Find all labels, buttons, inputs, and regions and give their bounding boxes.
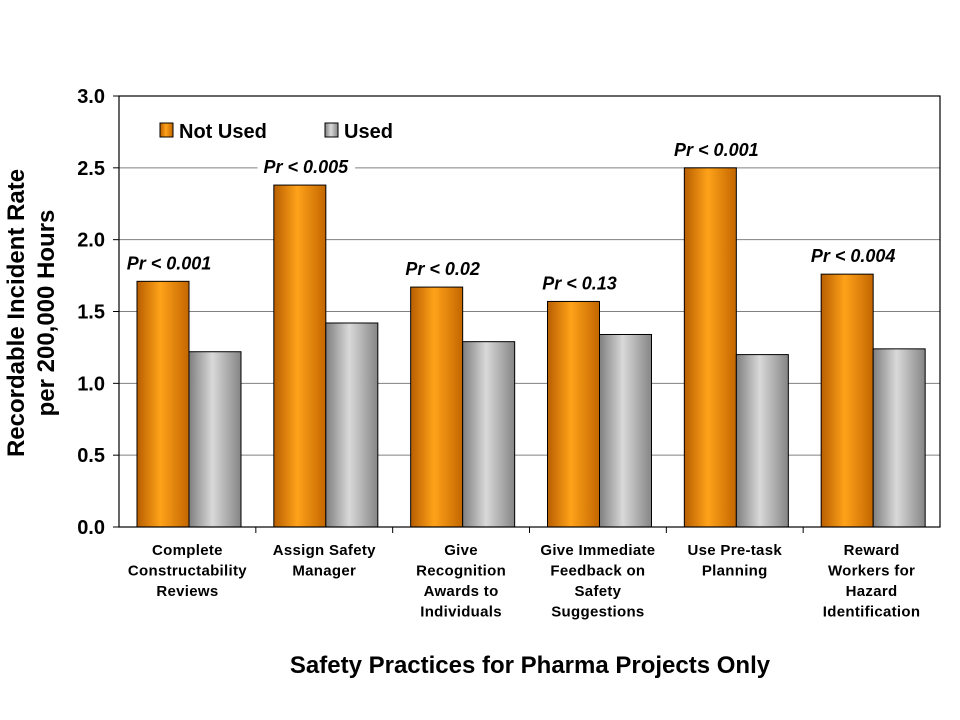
x-category-label-line: Use Pre-task (688, 542, 783, 559)
x-category-label-line: Suggestions (551, 604, 644, 621)
x-category-label-line: Safety (575, 583, 622, 600)
legend-swatch (324, 122, 339, 138)
bar-not-used (410, 286, 464, 528)
bar-used (188, 351, 242, 528)
x-category-label-line: Complete (152, 542, 223, 559)
x-category-label: Assign Safety Manager (273, 542, 376, 580)
y-tick-label: 2.0 (77, 230, 105, 252)
x-category-label-line: Individuals (420, 604, 502, 621)
y-tick-label: 2.5 (77, 158, 105, 180)
y-axis-title: Recordable Incident Rate per 200,000 Hour… (3, 169, 60, 457)
p-value-label-bg (536, 271, 623, 296)
p-value-label-bg (668, 137, 765, 162)
bar-used (872, 348, 926, 528)
x-category-label-line: Recognition (416, 563, 506, 580)
p-value-label-bg (120, 251, 218, 276)
legend-swatch (159, 122, 174, 138)
gridlines (119, 96, 940, 527)
bar-not-used (273, 184, 327, 528)
p-value-label: Pr < 0.001 (674, 140, 759, 160)
legend-label: Not Used (179, 121, 267, 143)
x-category-label-line: Manager (292, 563, 356, 580)
y-tick-label: 3.0 (77, 86, 105, 108)
x-category-label-line: Reward (844, 542, 900, 559)
x-category-label: Use Pre-task Planning (688, 542, 783, 580)
x-category-label-line: Planning (702, 563, 768, 580)
p-value-label: Pr < 0.004 (811, 246, 896, 266)
bar-used (599, 333, 652, 528)
x-category-label-line: Assign Safety (273, 542, 376, 559)
bar-not-used (683, 167, 737, 528)
x-category-label-line: Constructability (128, 563, 247, 580)
p-value-label-bg (257, 155, 356, 180)
x-category-label-line: Identification (823, 604, 921, 621)
x-axis-title: Safety Practices for Pharma Projects Onl… (290, 652, 771, 679)
x-category-label-line: Awards to (424, 583, 499, 600)
x-category-label-line: Workers for (828, 563, 915, 580)
p-value-annotations: Pr < 0.001 Pr < 0.005 Pr < 0.02 Pr < 0.13 Pr… (120, 137, 902, 296)
x-category-label: Give Recognition Awards to Individuals (416, 542, 506, 621)
y-tick-label: 0.5 (77, 445, 105, 467)
bar-not-used (820, 273, 874, 528)
p-value-label: Pr < 0.13 (542, 273, 617, 293)
bar-used (462, 341, 516, 528)
p-value-label: Pr < 0.001 (127, 253, 212, 273)
x-category-label: Reward Workers for Hazard Identification (823, 542, 921, 621)
bar-used (735, 354, 789, 528)
y-tick-label: 1.5 (77, 302, 105, 324)
axes: 0.0 0.5 1.0 1.5 2.0 2.5 3.0 Complete Constructab… (3, 86, 941, 679)
legend-bg (152, 115, 417, 145)
bars (136, 167, 926, 528)
x-category-label-line: Give Immediate (540, 542, 655, 559)
legend-label: Used (344, 121, 393, 143)
p-value-label-bg (399, 257, 486, 282)
x-category-label: Complete Constructability Reviews (128, 542, 247, 600)
x-category-label-line: Hazard (846, 583, 898, 600)
y-tick-label: 1.0 (77, 373, 105, 395)
x-category-label-line: Give (444, 542, 478, 559)
p-value-label: Pr < 0.02 (405, 259, 480, 279)
y-tick-label: 0.0 (77, 517, 105, 539)
p-value-label: Pr < 0.005 (264, 157, 350, 177)
bar-used (325, 322, 379, 528)
y-axis-title-line: Recordable Incident Rate (3, 169, 30, 457)
x-category-label: Give Immediate Feedback on Safety Suggestio… (540, 542, 655, 621)
bar-not-used (547, 300, 600, 528)
x-category-label-line: Reviews (156, 583, 218, 600)
x-category-label-line: Feedback on (550, 563, 645, 580)
bar-not-used (136, 280, 190, 528)
legend: Not Used Used (152, 115, 417, 145)
y-axis-title-line: per 200,000 Hours (33, 210, 60, 417)
p-value-label-bg (804, 244, 902, 269)
